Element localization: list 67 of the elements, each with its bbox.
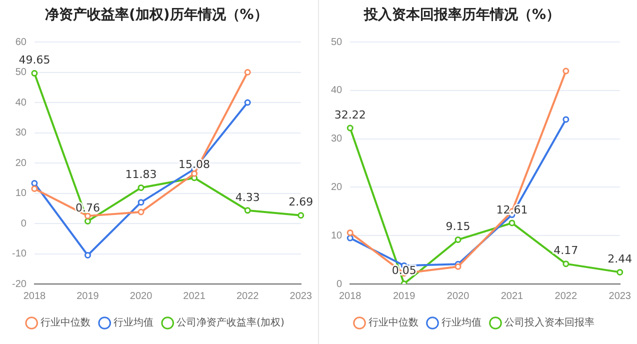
- legend-label: 行业均值: [114, 316, 154, 329]
- y-tick-label: 30: [331, 134, 343, 145]
- point: [138, 199, 144, 206]
- y-tick-label: 50: [15, 67, 27, 78]
- y-tick-label: 10: [331, 230, 343, 242]
- y-tick-label: 10: [15, 188, 27, 199]
- point: [346, 234, 354, 242]
- y-tick-label: 20: [15, 158, 27, 169]
- x-tick-label: 2022: [554, 290, 578, 302]
- point: [138, 208, 144, 216]
- point: [562, 68, 570, 74]
- data-label: 32.22: [334, 108, 366, 122]
- point: [31, 185, 38, 192]
- chart-title: 投入资本回报率历年情况（%）: [362, 6, 562, 25]
- data-label: 49.65: [18, 54, 50, 67]
- x-tick-label: 2019: [392, 290, 416, 302]
- point: [31, 70, 38, 77]
- y-tick-label: 40: [15, 97, 27, 108]
- y-tick-label: 60: [15, 36, 27, 48]
- x-tick-label: 2018: [23, 290, 46, 302]
- x-tick-label: 2021: [500, 290, 524, 302]
- y-tick-label: 40: [331, 85, 343, 96]
- point: [616, 268, 624, 276]
- point: [84, 218, 91, 224]
- x-tick-label: 2018: [339, 290, 362, 302]
- x-tick-label: 2023: [608, 290, 632, 302]
- point: [454, 236, 462, 243]
- x-tick-label: 2019: [76, 290, 100, 302]
- chart-title: 净资产收益率(加权)历年情况（%）: [44, 6, 269, 25]
- data-label: 2.44: [608, 252, 632, 266]
- y-tick-label: 30: [15, 128, 27, 138]
- point: [346, 124, 354, 132]
- data-label: 9.15: [446, 220, 470, 234]
- y-tick-label: -10: [12, 248, 27, 260]
- legend-label: 行业中位数: [40, 316, 91, 329]
- point: [84, 212, 91, 220]
- point: [454, 263, 462, 270]
- point: [191, 170, 198, 177]
- x-tick-label: 2020: [446, 290, 470, 302]
- point: [244, 69, 251, 76]
- x-tick-label: 2023: [290, 290, 312, 302]
- point: [562, 116, 570, 123]
- x-tick-label: 2020: [130, 290, 153, 302]
- y-tick-label: -20: [12, 278, 27, 290]
- y-tick-label: 20: [331, 182, 343, 193]
- point: [244, 207, 251, 214]
- point: [244, 99, 251, 106]
- y-tick-label: 0: [20, 218, 27, 230]
- point: [508, 220, 516, 226]
- point: [31, 180, 38, 187]
- data-label: 2.69: [288, 196, 314, 209]
- y-tick-label: 0: [336, 278, 343, 290]
- x-tick-label: 2021: [183, 290, 206, 302]
- y-tick-label: 50: [331, 36, 343, 48]
- legend-label: 行业均值: [442, 316, 482, 329]
- point: [346, 229, 354, 236]
- legend-label: 公司净资产收益率(加权): [176, 316, 284, 329]
- data-label: 4.33: [235, 190, 260, 204]
- point: [84, 252, 91, 259]
- data-label: 11.83: [125, 168, 157, 182]
- point: [562, 260, 570, 268]
- x-tick-label: 2022: [236, 290, 260, 302]
- point: [138, 184, 144, 191]
- legend-label: 公司投入资本回报率: [504, 316, 594, 329]
- point: [298, 212, 304, 219]
- legend-label: 行业中位数: [368, 316, 418, 329]
- data-label: 4.17: [554, 244, 578, 258]
